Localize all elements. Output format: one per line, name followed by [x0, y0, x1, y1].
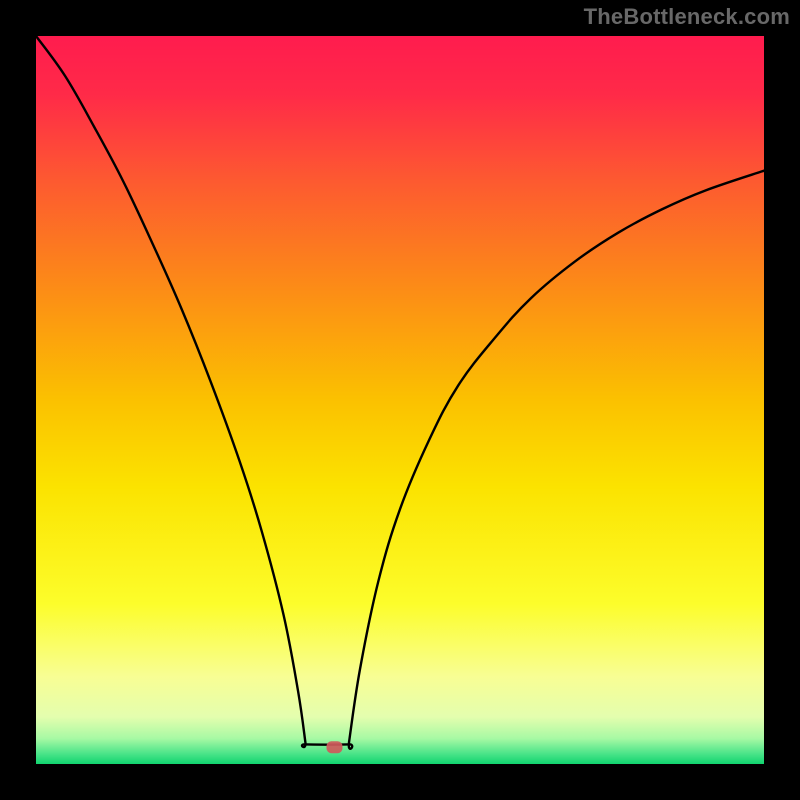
- chart-container: TheBottleneck.com: [0, 0, 800, 800]
- bottleneck-chart: [0, 0, 800, 800]
- optimal-marker: [326, 741, 342, 753]
- plot-area: [36, 36, 764, 764]
